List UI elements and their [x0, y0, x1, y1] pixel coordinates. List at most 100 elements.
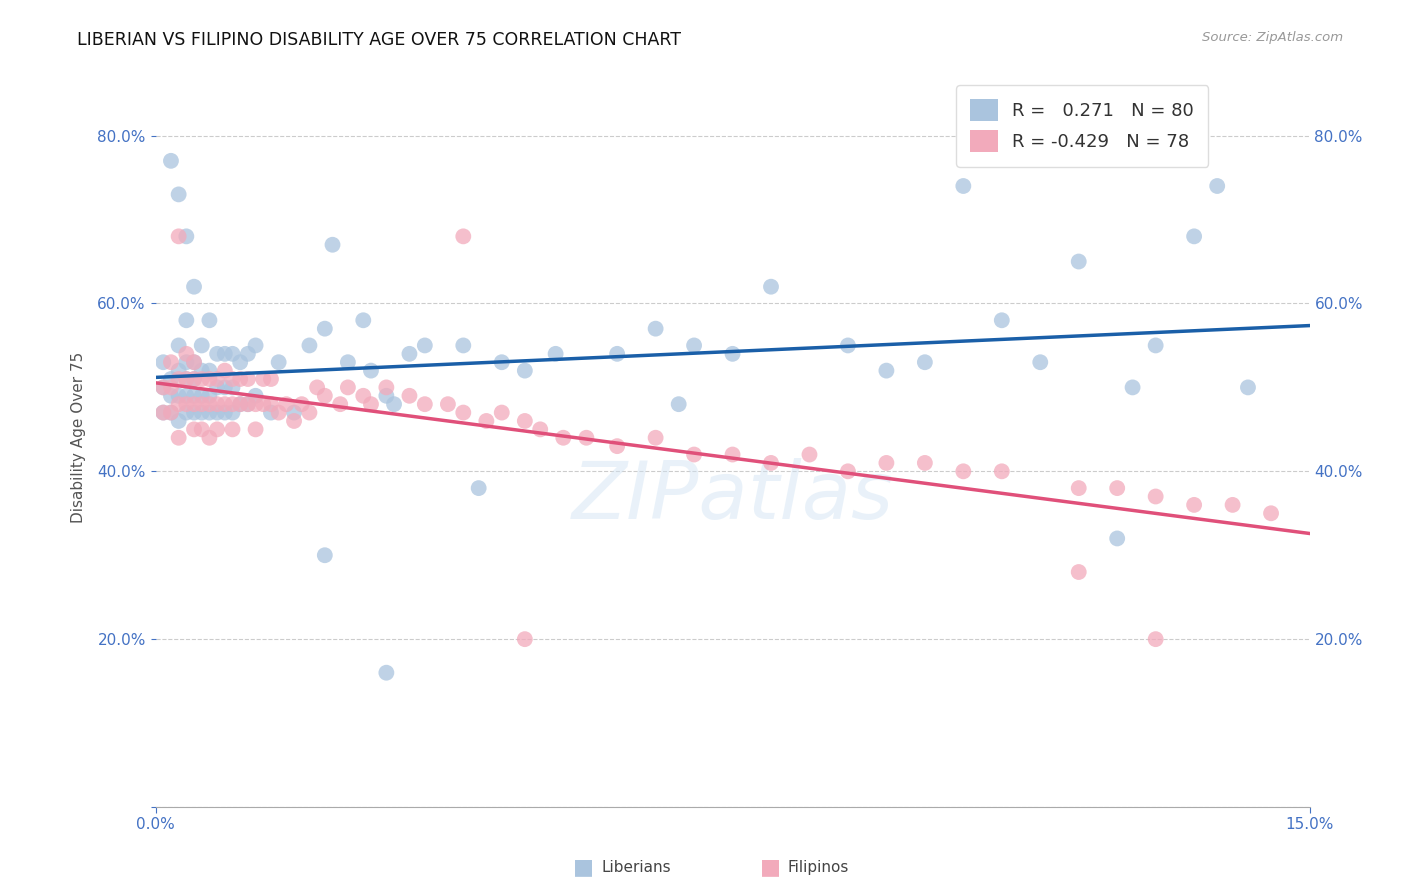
Point	[683, 338, 706, 352]
Point	[683, 448, 706, 462]
Point	[167, 187, 190, 202]
Point	[167, 229, 190, 244]
Text: ■: ■	[761, 857, 780, 877]
Point	[205, 380, 228, 394]
Point	[1067, 481, 1090, 495]
Point	[360, 397, 382, 411]
Point	[167, 363, 190, 377]
Point	[176, 389, 198, 403]
Point	[314, 548, 336, 562]
Point	[544, 347, 567, 361]
Point	[245, 422, 267, 436]
Point	[991, 464, 1014, 478]
Point	[160, 153, 183, 168]
Point	[352, 389, 374, 403]
Point	[190, 389, 212, 403]
Point	[437, 397, 460, 411]
Point	[1144, 632, 1167, 647]
Point	[183, 279, 205, 293]
Point	[1122, 380, 1144, 394]
Point	[283, 414, 305, 428]
Point	[606, 347, 628, 361]
Point	[606, 439, 628, 453]
Point	[160, 355, 183, 369]
Text: Filipinos: Filipinos	[787, 860, 849, 874]
Point	[991, 313, 1014, 327]
Point	[1107, 481, 1129, 495]
Point	[1144, 338, 1167, 352]
Point	[245, 397, 267, 411]
Point	[176, 355, 198, 369]
Point	[252, 397, 274, 411]
Point	[875, 456, 897, 470]
Point	[205, 406, 228, 420]
Point	[152, 355, 174, 369]
Point	[321, 237, 343, 252]
Point	[176, 397, 198, 411]
Point	[167, 372, 190, 386]
Point	[160, 406, 183, 420]
Point	[453, 338, 475, 352]
Point	[205, 347, 228, 361]
Point	[198, 372, 221, 386]
Point	[183, 372, 205, 386]
Point	[190, 422, 212, 436]
Point	[1182, 229, 1205, 244]
Point	[190, 406, 212, 420]
Point	[475, 414, 498, 428]
Point	[1222, 498, 1244, 512]
Text: ■: ■	[574, 857, 593, 877]
Point	[952, 464, 974, 478]
Point	[190, 363, 212, 377]
Point	[198, 431, 221, 445]
Text: ZIPatlas: ZIPatlas	[571, 458, 894, 536]
Point	[336, 355, 359, 369]
Point	[198, 313, 221, 327]
Point	[183, 406, 205, 420]
Point	[152, 406, 174, 420]
Point	[176, 372, 198, 386]
Point	[229, 372, 252, 386]
Point	[214, 397, 236, 411]
Point	[160, 380, 183, 394]
Point	[314, 389, 336, 403]
Point	[176, 313, 198, 327]
Point	[1182, 498, 1205, 512]
Point	[276, 397, 298, 411]
Point	[160, 372, 183, 386]
Point	[160, 389, 183, 403]
Point	[382, 397, 405, 411]
Point	[152, 380, 174, 394]
Point	[291, 397, 314, 411]
Point	[1067, 565, 1090, 579]
Point	[160, 406, 183, 420]
Point	[167, 414, 190, 428]
Point	[529, 422, 551, 436]
Point	[176, 372, 198, 386]
Point	[375, 389, 398, 403]
Legend: R =   0.271   N = 80, R = -0.429   N = 78: R = 0.271 N = 80, R = -0.429 N = 78	[956, 85, 1208, 167]
Point	[205, 422, 228, 436]
Point	[198, 397, 221, 411]
Point	[329, 397, 352, 411]
Point	[413, 397, 436, 411]
Point	[513, 414, 536, 428]
Point	[183, 355, 205, 369]
Point	[214, 363, 236, 377]
Point	[375, 380, 398, 394]
Point	[221, 380, 243, 394]
Point	[837, 338, 859, 352]
Point	[221, 422, 243, 436]
Point	[214, 406, 236, 420]
Point	[453, 406, 475, 420]
Point	[260, 397, 283, 411]
Point	[914, 456, 936, 470]
Point	[283, 406, 305, 420]
Point	[644, 321, 666, 335]
Point	[336, 380, 359, 394]
Point	[875, 363, 897, 377]
Point	[167, 338, 190, 352]
Point	[1107, 532, 1129, 546]
Point	[183, 397, 205, 411]
Point	[360, 363, 382, 377]
